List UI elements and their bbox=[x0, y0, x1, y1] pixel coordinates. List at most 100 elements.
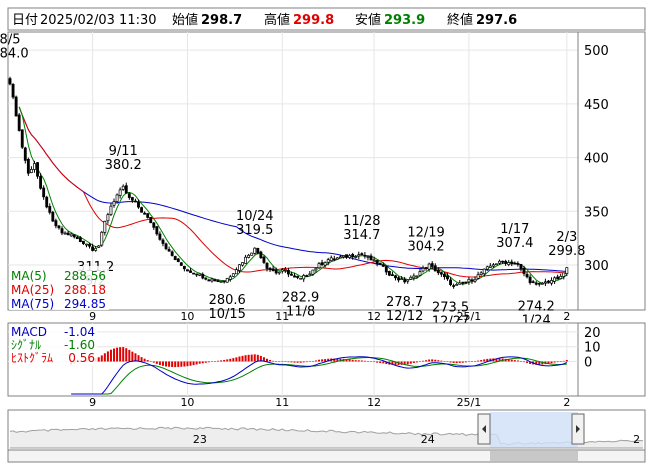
candle-body bbox=[369, 255, 373, 261]
macd-histogram-bar bbox=[226, 359, 229, 362]
annotation-value: 304.2 bbox=[407, 240, 444, 255]
candle-body bbox=[253, 247, 257, 254]
candle-body bbox=[63, 232, 67, 235]
macd-histogram-bar bbox=[128, 349, 131, 362]
price-y-tick-label: 350 bbox=[584, 205, 609, 220]
range-navigator[interactable]: 23 24 2 bbox=[7, 412, 646, 463]
macd-histogram-bar bbox=[113, 348, 116, 362]
candle-body bbox=[192, 272, 196, 275]
macd-histogram-bar bbox=[186, 361, 189, 367]
candle-body bbox=[329, 257, 333, 261]
header-frame bbox=[7, 7, 646, 31]
candle-body bbox=[394, 275, 397, 279]
candle-body bbox=[134, 200, 137, 203]
candle-body bbox=[443, 273, 446, 278]
candle-body bbox=[97, 245, 101, 248]
annotation-date: 9/11 bbox=[109, 144, 138, 159]
navigator-scrollbar[interactable] bbox=[7, 449, 646, 463]
macd-histogram-bar bbox=[210, 361, 213, 362]
candle-body bbox=[543, 281, 547, 284]
macd-histogram-bar bbox=[403, 361, 406, 365]
candle-body bbox=[507, 262, 511, 265]
macd-histogram-bar bbox=[296, 361, 299, 363]
candle-body bbox=[357, 254, 361, 257]
chevron-right-icon bbox=[576, 425, 580, 433]
candle-body bbox=[17, 114, 21, 131]
macd-histogram-bar bbox=[189, 361, 192, 366]
month-axis-label: 12 bbox=[367, 396, 381, 409]
candlesticks bbox=[8, 76, 569, 289]
candle-body bbox=[54, 220, 58, 227]
macd-histogram-bar bbox=[370, 361, 373, 362]
navigator-selection[interactable] bbox=[490, 412, 578, 448]
candle-body bbox=[498, 260, 501, 264]
candle-body bbox=[130, 197, 134, 201]
candle-body bbox=[149, 217, 153, 224]
macd-legend-value: 0.56 bbox=[68, 351, 95, 365]
macd-histogram-bar bbox=[106, 351, 109, 362]
price-y-tick-label: 300 bbox=[584, 259, 609, 274]
candle-body bbox=[69, 233, 73, 237]
macd-histogram-bar bbox=[265, 358, 268, 362]
macd-legend-label: ｼｸﾞﾅﾙ bbox=[11, 338, 41, 352]
candle-body bbox=[75, 236, 79, 240]
candle-body bbox=[531, 281, 535, 284]
candle-body bbox=[387, 270, 391, 276]
price-y-tick-label: 500 bbox=[584, 44, 609, 59]
annotation-date: 2/3 bbox=[556, 230, 577, 245]
navigator-year-label: 24 bbox=[421, 433, 435, 446]
macd-grid bbox=[8, 323, 578, 396]
macd-histogram-bar bbox=[259, 355, 262, 362]
month-axis-label: 25/1 bbox=[457, 310, 482, 323]
candle-body bbox=[338, 256, 342, 259]
candle-body bbox=[537, 282, 541, 285]
candle-body bbox=[91, 246, 95, 251]
annotation-value: 380.2 bbox=[105, 158, 142, 173]
candle-body bbox=[60, 228, 64, 234]
macd-histogram-bar bbox=[360, 360, 363, 362]
candle-body bbox=[161, 239, 165, 244]
macd-histogram-bar bbox=[379, 361, 382, 363]
candle-body bbox=[78, 237, 82, 242]
macd-histogram-bar bbox=[155, 361, 158, 364]
macd-histogram-bar bbox=[526, 361, 529, 363]
candle-body bbox=[311, 269, 315, 275]
macd-histogram-bar bbox=[140, 357, 143, 362]
navigator-scroll-thumb[interactable] bbox=[490, 451, 578, 461]
candle-body bbox=[470, 279, 474, 282]
month-axis-lower: 9 10 11 12 25/1 2 bbox=[89, 396, 570, 409]
annotation-date: 12/19 bbox=[407, 226, 444, 241]
annotation-date: 10/15 bbox=[208, 307, 245, 322]
candle-body bbox=[547, 280, 550, 283]
macd-histogram-bar bbox=[272, 360, 275, 362]
candle-body bbox=[461, 281, 465, 284]
month-axis-label: 25/1 bbox=[457, 396, 482, 409]
macd-histogram-bar bbox=[287, 361, 290, 363]
candle-body bbox=[424, 267, 428, 269]
macd-histogram-bar bbox=[269, 359, 272, 362]
legend-label: MA(25) bbox=[11, 283, 54, 297]
candle-body bbox=[201, 273, 205, 279]
candle-body bbox=[146, 213, 150, 218]
macd-histogram-bar bbox=[241, 355, 244, 362]
macd-histogram-bar bbox=[556, 361, 559, 363]
candle-body bbox=[397, 277, 400, 281]
month-axis-label: 2 bbox=[563, 396, 570, 409]
macd-histogram-bar bbox=[464, 361, 467, 363]
candle-body bbox=[164, 243, 168, 250]
macd-histogram-bar bbox=[446, 361, 449, 362]
candle-body bbox=[195, 273, 199, 276]
macd-histogram-bar bbox=[305, 361, 308, 363]
candle-body bbox=[112, 201, 116, 206]
candle-body bbox=[42, 187, 46, 198]
macd-histogram-bar bbox=[180, 361, 183, 367]
macd-histogram-bar bbox=[351, 359, 354, 362]
macd-histogram-bar bbox=[171, 361, 174, 368]
macd-histogram-bar bbox=[229, 358, 232, 362]
macd-histogram-bar bbox=[559, 361, 562, 362]
candle-body bbox=[510, 261, 514, 265]
candle-body bbox=[170, 251, 174, 256]
candle-body bbox=[320, 262, 324, 265]
macd-histogram-bar bbox=[394, 361, 397, 365]
